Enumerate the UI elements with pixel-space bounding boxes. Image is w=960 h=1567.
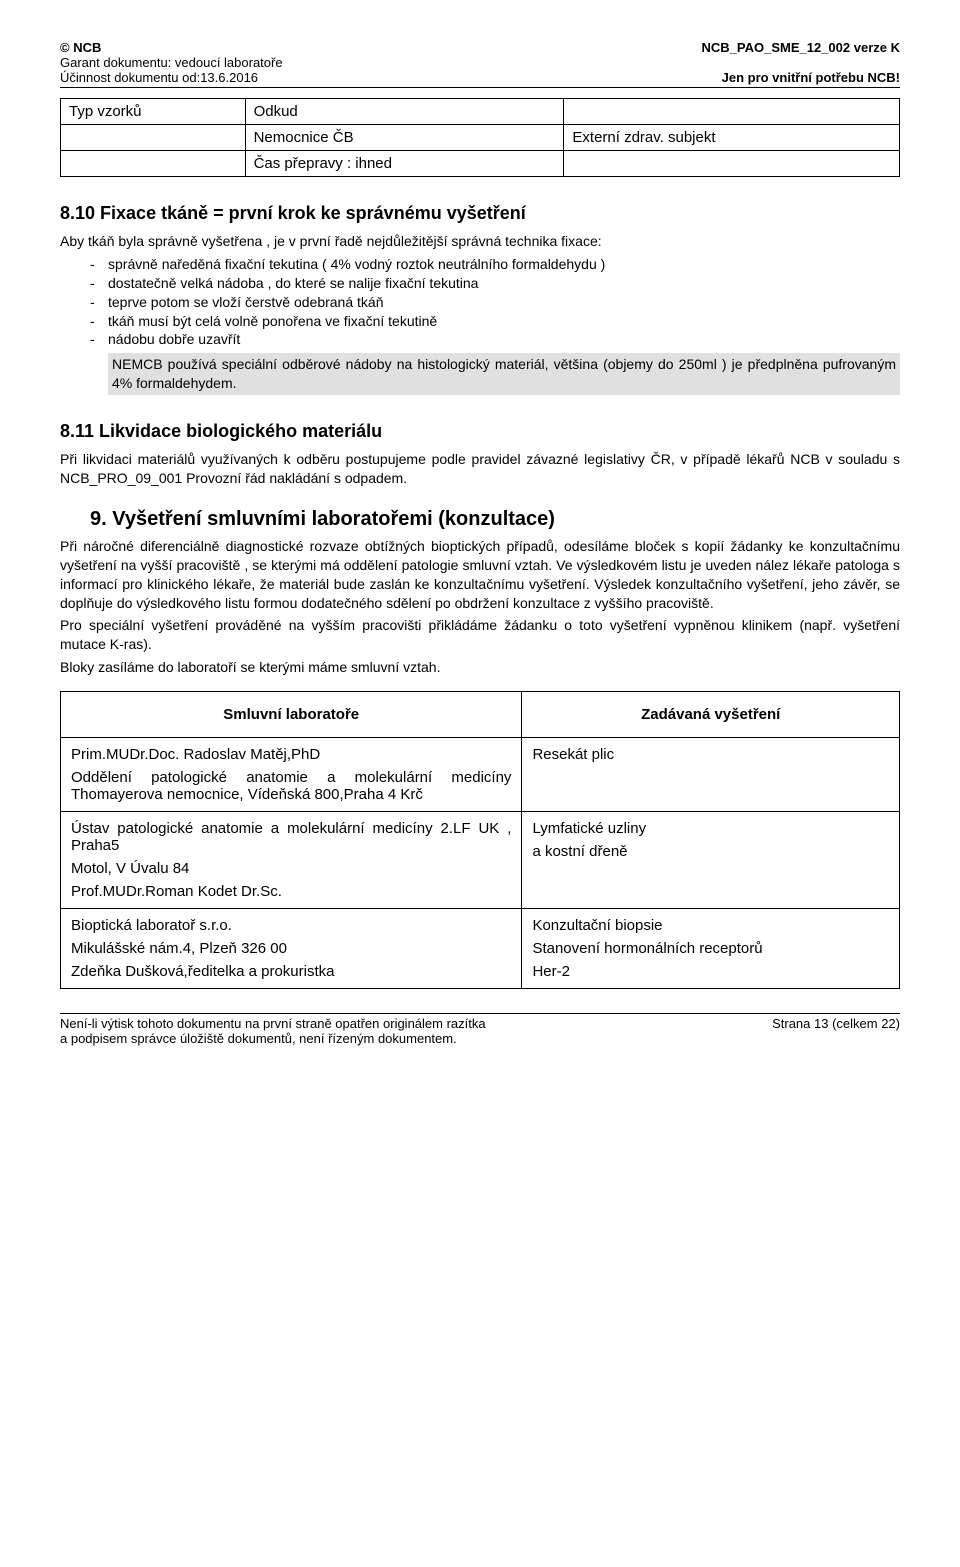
row1-lab-addr: Oddělení patologické anatomie a molekulá… <box>71 769 511 803</box>
lab-col-header-2: Zadávaná vyšetření <box>522 692 900 738</box>
footer-line-1: Není-li výtisk tohoto dokumentu na první… <box>60 1016 486 1031</box>
row3-lab-addr: Mikulášské nám.4, Plzeň 326 00 <box>71 940 511 957</box>
heading-9: 9. Vyšetření smluvními laboratořemi (kon… <box>90 508 900 531</box>
row1-lab-name: Prim.MUDr.Doc. Radoslav Matěj,PhD <box>71 746 511 763</box>
header-right-bot: Jen pro vnitřní potřebu NCB! <box>722 70 900 85</box>
row2-lab-person: Prof.MUDr.Roman Kodet Dr.Sc. <box>71 883 511 900</box>
lab-contracts-table: Smluvní laboratoře Zadávaná vyšetření Pr… <box>60 691 900 989</box>
cell-cas: Čas přepravy : ihned <box>245 151 564 177</box>
text-9-p1: Při náročné diferenciálně diagnostické r… <box>60 537 900 613</box>
row1-exam: Resekát plic <box>532 746 889 763</box>
cell-type: Typ vzorků <box>61 99 246 125</box>
cell-externi: Externí zdrav. subjekt <box>564 125 900 151</box>
cell-odkud: Odkud <box>245 99 564 125</box>
highlight-box: NEMCB používá speciální odběrové nádoby … <box>108 353 900 395</box>
intro-8-10: Aby tkáň byla správně vyšetřena , je v p… <box>60 232 900 251</box>
row2-exam-2: a kostní dřeně <box>532 843 889 860</box>
row2-lab-addr: Motol, V Úvalu 84 <box>71 860 511 877</box>
row3-lab-person: Zdeňka Dušková,ředitelka a prokuristka <box>71 963 511 980</box>
header-left-top: © NCB <box>60 40 101 55</box>
cell-blank3 <box>61 151 246 177</box>
cell-nemocnice: Nemocnice ČB <box>245 125 564 151</box>
table-row: Prim.MUDr.Doc. Radoslav Matěj,PhD Odděle… <box>61 738 900 812</box>
row2-exam-1: Lymfatické uzliny <box>532 820 889 837</box>
sample-type-table: Typ vzorků Odkud Nemocnice ČB Externí zd… <box>60 98 900 177</box>
bullet-1: správně naředěná fixační tekutina ( 4% v… <box>90 255 900 274</box>
cell-blank2 <box>61 125 246 151</box>
bullet-2: dostatečně velká nádoba , do které se na… <box>90 274 900 293</box>
footer-line-2: a podpisem správce úložiště dokumentů, n… <box>60 1031 486 1046</box>
page-footer: Není-li výtisk tohoto dokumentu na první… <box>60 1013 900 1046</box>
bullet-list-8-10: správně naředěná fixační tekutina ( 4% v… <box>90 255 900 349</box>
row3-lab-name: Bioptická laboratoř s.r.o. <box>71 917 511 934</box>
footer-page-number: Strana 13 (celkem 22) <box>772 1016 900 1046</box>
bullet-5: nádobu dobře uzavřít <box>90 330 900 349</box>
bullet-4: tkáň musí být celá volně ponořena ve fix… <box>90 312 900 331</box>
row3-exam-1: Konzultační biopsie <box>532 917 889 934</box>
header-right-top: NCB_PAO_SME_12_002 verze K <box>702 40 900 55</box>
header-left-bot: Účinnost dokumentu od:13.6.2016 <box>60 70 258 85</box>
heading-8-10: 8.10 Fixace tkáně = první krok ke správn… <box>60 203 900 224</box>
row3-exam-3: Her-2 <box>532 963 889 980</box>
text-9-p2: Pro speciální vyšetření prováděné na vyš… <box>60 616 900 654</box>
heading-8-11: 8.11 Likvidace biologického materiálu <box>60 421 900 442</box>
text-8-11: Při likvidaci materiálů využívaných k od… <box>60 450 900 488</box>
row2-lab-name: Ústav patologické anatomie a molekulární… <box>71 820 511 854</box>
table-row: Bioptická laboratoř s.r.o. Mikulášské ná… <box>61 909 900 989</box>
row3-exam-2: Stanovení hormonálních receptorů <box>532 940 889 957</box>
header-left-mid: Garant dokumentu: vedoucí laboratoře <box>60 55 283 70</box>
lab-col-header-1: Smluvní laboratoře <box>61 692 522 738</box>
cell-blank4 <box>564 151 900 177</box>
cell-blank1 <box>564 99 900 125</box>
bullet-3: teprve potom se vloží čerstvě odebraná t… <box>90 293 900 312</box>
text-9-p3: Bloky zasíláme do laboratoří se kterými … <box>60 658 900 677</box>
table-row: Ústav patologické anatomie a molekulární… <box>61 812 900 909</box>
